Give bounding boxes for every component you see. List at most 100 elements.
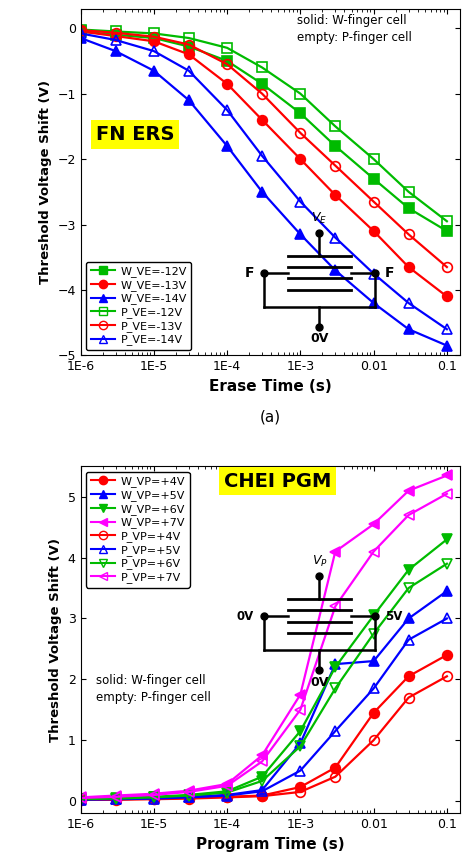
W_VP=+5V bbox=[78, 794, 83, 805]
W_VE=-12V bbox=[332, 141, 338, 152]
W_VP=+7V bbox=[151, 788, 157, 799]
W_VP=+6V bbox=[78, 794, 83, 804]
W_VE=-12V bbox=[406, 203, 411, 213]
P_VP=+7V bbox=[332, 601, 338, 611]
Legend: W_VE=-12V, W_VE=-13V, W_VE=-14V, P_VE=-12V, P_VE=-13V, P_VE=-14V: W_VE=-12V, W_VE=-13V, W_VE=-14V, P_VE=-1… bbox=[86, 262, 191, 350]
P_VP=+5V bbox=[113, 794, 118, 805]
P_VP=+4V bbox=[151, 794, 157, 805]
W_VE=-13V bbox=[151, 36, 157, 46]
P_VE=-12V bbox=[224, 43, 230, 53]
W_VP=+5V bbox=[259, 785, 265, 795]
P_VP=+4V bbox=[224, 793, 230, 803]
P_VP=+4V bbox=[78, 794, 83, 805]
P_VP=+5V bbox=[259, 786, 265, 796]
P_VE=-12V bbox=[332, 122, 338, 132]
P_VP=+4V bbox=[406, 693, 411, 703]
P_VP=+5V bbox=[406, 634, 411, 645]
W_VE=-12V bbox=[371, 174, 376, 184]
P_VP=+6V bbox=[406, 583, 411, 593]
P_VP=+6V bbox=[298, 741, 303, 752]
Line: W_VE=-12V: W_VE=-12V bbox=[76, 27, 452, 236]
W_VP=+6V bbox=[444, 534, 450, 544]
W_VP=+7V bbox=[259, 750, 265, 760]
P_VE=-14V bbox=[259, 151, 265, 161]
P_VE=-13V bbox=[186, 39, 191, 50]
W_VP=+7V bbox=[298, 689, 303, 699]
W_VE=-12V bbox=[151, 33, 157, 43]
P_VP=+6V bbox=[371, 628, 376, 639]
W_VE=-13V bbox=[406, 262, 411, 272]
Line: P_VP=+4V: P_VP=+4V bbox=[76, 671, 452, 805]
P_VE=-14V bbox=[298, 197, 303, 207]
W_VP=+7V bbox=[332, 546, 338, 556]
W_VE=-12V bbox=[78, 27, 83, 37]
Line: W_VP=+5V: W_VP=+5V bbox=[76, 586, 452, 804]
W_VE=-14V bbox=[298, 229, 303, 240]
Line: P_VE=-12V: P_VE=-12V bbox=[76, 25, 452, 226]
Line: P_VP=+6V: P_VP=+6V bbox=[76, 559, 452, 804]
W_VP=+6V bbox=[186, 790, 191, 800]
P_VP=+7V bbox=[371, 546, 376, 556]
W_VE=-12V bbox=[259, 79, 265, 89]
X-axis label: Erase Time (s): Erase Time (s) bbox=[209, 379, 331, 394]
Text: FN ERS: FN ERS bbox=[96, 125, 174, 145]
W_VP=+7V bbox=[371, 519, 376, 529]
W_VP=+7V bbox=[113, 790, 118, 800]
Text: (a): (a) bbox=[260, 409, 281, 424]
W_VP=+5V bbox=[186, 792, 191, 802]
W_VE=-13V bbox=[78, 27, 83, 37]
W_VP=+5V bbox=[224, 790, 230, 800]
P_VE=-12V bbox=[186, 33, 191, 43]
P_VP=+6V bbox=[78, 794, 83, 805]
W_VP=+6V bbox=[151, 792, 157, 802]
Text: solid: W-finger cell
empty: P-finger cell: solid: W-finger cell empty: P-finger cel… bbox=[96, 675, 210, 704]
P_VP=+6V bbox=[186, 790, 191, 800]
Line: W_VE=-13V: W_VE=-13V bbox=[76, 27, 452, 301]
Line: P_VE=-14V: P_VE=-14V bbox=[76, 28, 452, 334]
P_VP=+4V bbox=[298, 787, 303, 797]
W_VP=+4V bbox=[332, 763, 338, 773]
P_VE=-14V bbox=[332, 233, 338, 243]
P_VP=+5V bbox=[78, 794, 83, 805]
W_VE=-13V bbox=[186, 50, 191, 60]
P_VE=-12V bbox=[444, 216, 450, 226]
W_VP=+5V bbox=[332, 659, 338, 669]
P_VE=-12V bbox=[371, 154, 376, 164]
P_VP=+6V bbox=[259, 776, 265, 786]
P_VE=-14V bbox=[371, 269, 376, 279]
W_VE=-13V bbox=[259, 115, 265, 125]
P_VP=+7V bbox=[259, 757, 265, 767]
P_VE=-14V bbox=[186, 66, 191, 76]
Line: P_VP=+7V: P_VP=+7V bbox=[76, 489, 452, 803]
P_VE=-14V bbox=[444, 324, 450, 335]
P_VE=-13V bbox=[444, 262, 450, 272]
W_VP=+5V bbox=[298, 738, 303, 748]
W_VE=-13V bbox=[444, 291, 450, 301]
P_VE=-14V bbox=[224, 104, 230, 115]
W_VP=+5V bbox=[113, 794, 118, 804]
P_VE=-13V bbox=[371, 197, 376, 207]
W_VP=+7V bbox=[78, 793, 83, 803]
W_VP=+7V bbox=[406, 485, 411, 496]
W_VP=+4V bbox=[224, 792, 230, 802]
P_VP=+7V bbox=[78, 793, 83, 803]
P_VP=+4V bbox=[444, 671, 450, 681]
W_VE=-13V bbox=[332, 190, 338, 200]
P_VP=+7V bbox=[224, 781, 230, 791]
W_VP=+7V bbox=[186, 786, 191, 796]
W_VP=+4V bbox=[406, 671, 411, 681]
W_VP=+6V bbox=[224, 786, 230, 796]
W_VE=-14V bbox=[406, 324, 411, 335]
P_VP=+7V bbox=[406, 510, 411, 520]
P_VE=-13V bbox=[78, 25, 83, 35]
P_VP=+6V bbox=[332, 683, 338, 693]
P_VP=+5V bbox=[332, 726, 338, 736]
Line: P_VE=-13V: P_VE=-13V bbox=[76, 26, 452, 272]
P_VP=+5V bbox=[444, 614, 450, 624]
P_VP=+4V bbox=[186, 794, 191, 804]
P_VE=-14V bbox=[78, 28, 83, 39]
P_VP=+7V bbox=[186, 787, 191, 797]
P_VP=+5V bbox=[371, 683, 376, 693]
W_VP=+4V bbox=[444, 650, 450, 660]
W_VE=-13V bbox=[113, 31, 118, 41]
